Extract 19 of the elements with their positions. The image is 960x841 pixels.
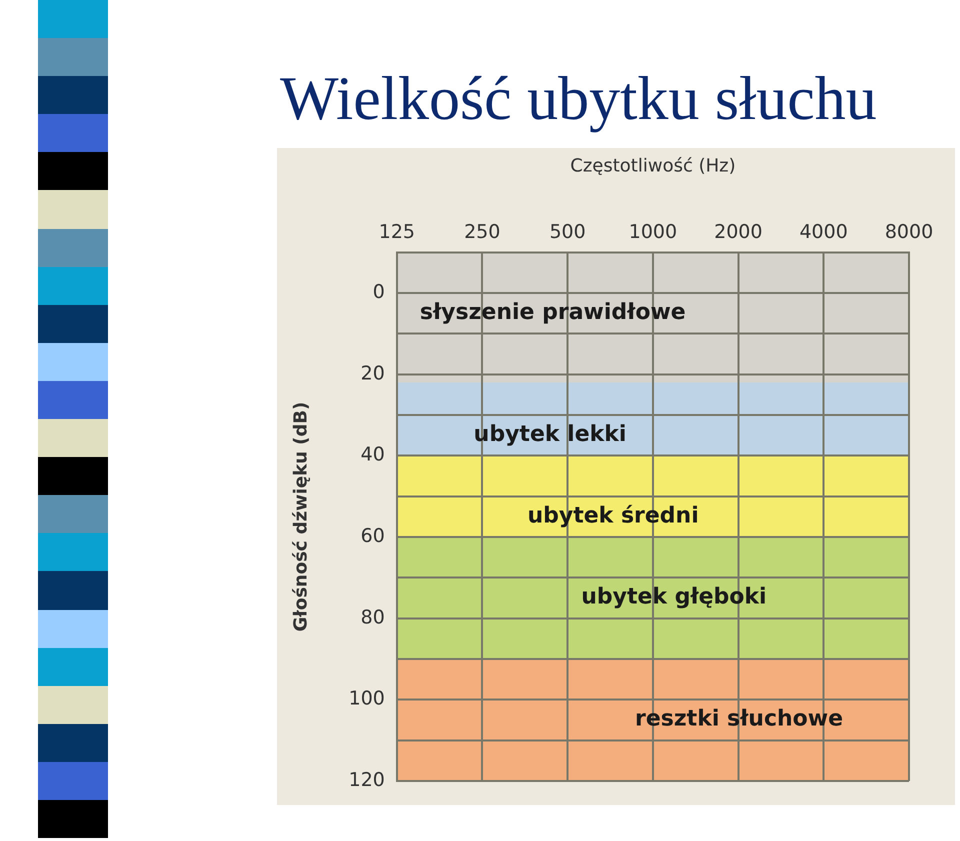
y-tick-label: 120 (348, 768, 385, 791)
y-tick-label: 20 (360, 362, 385, 384)
x-tick-label: 125 (378, 220, 415, 243)
x-tick-label: 8000 (884, 220, 934, 243)
x-tick-label: 4000 (799, 220, 848, 243)
y-tick-label: 0 (372, 281, 385, 303)
y-tick-label: 80 (360, 606, 385, 628)
band-label: ubytek głęboki (581, 584, 767, 610)
band-label: słyszenie prawidłowe (420, 300, 686, 326)
x-axis-title: Częstotliwość (Hz) (570, 155, 736, 176)
chart-title: Wielkość ubytku słuchu (280, 64, 877, 135)
y-tick-label: 40 (360, 444, 385, 466)
y-axis-title: Głośność dźwięku (dB) (290, 402, 312, 632)
x-tick-label: 250 (464, 220, 500, 243)
y-tick-label: 60 (360, 524, 385, 547)
x-tick-label: 500 (549, 220, 586, 243)
x-tick-label: 2000 (714, 220, 762, 243)
y-tick-label: 100 (348, 688, 385, 710)
x-tick-label: 1000 (628, 220, 678, 243)
